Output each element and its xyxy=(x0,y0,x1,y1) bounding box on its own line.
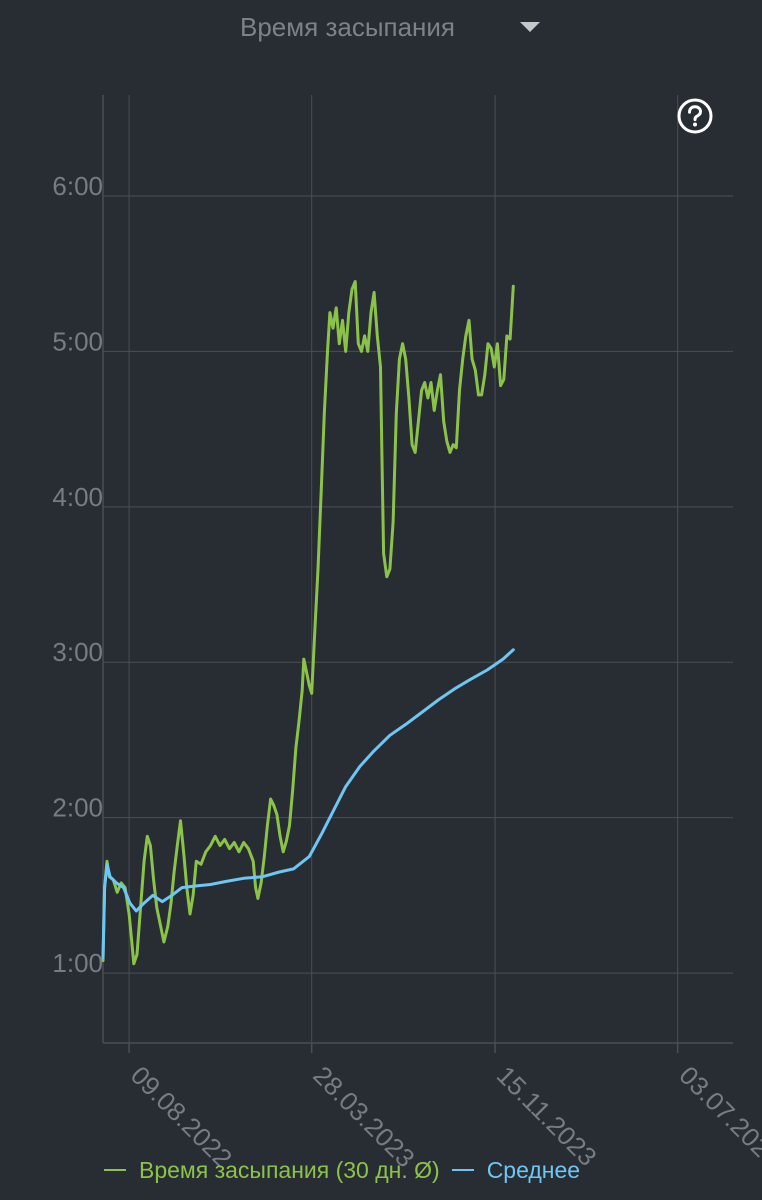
legend-item-sleep-latency[interactable]: Время засыпания (30 дн. Ø) xyxy=(104,1157,440,1184)
legend-label: Время засыпания (30 дн. Ø) xyxy=(139,1156,440,1183)
chart-legend: Время засыпания (30 дн. Ø) Среднее xyxy=(104,1155,580,1185)
legend-swatch xyxy=(451,1169,474,1171)
y-tick-label: 3:00 xyxy=(52,637,103,667)
legend-label: Среднее xyxy=(486,1156,581,1183)
x-tick-label: 03.07.2024 xyxy=(673,1060,762,1173)
y-tick-label: 5:00 xyxy=(52,326,103,356)
chart-header: Время засыпания xyxy=(0,0,762,56)
question-circle-icon[interactable] xyxy=(676,97,714,135)
y-axis-ticks: 1:00 2:00 3:00 4:00 5:00 6:00 xyxy=(52,171,103,978)
y-tick-label: 6:00 xyxy=(52,171,103,201)
legend-item-average[interactable]: Среднее xyxy=(451,1156,581,1184)
y-tick-label: 4:00 xyxy=(52,482,103,512)
y-tick-label: 1:00 xyxy=(52,948,103,978)
series-layer xyxy=(101,280,515,966)
grid-lines xyxy=(102,95,733,1053)
legend-swatch xyxy=(104,1169,126,1171)
y-tick-label: 2:00 xyxy=(52,793,103,823)
series-line-0 xyxy=(101,280,515,966)
series-line-1 xyxy=(101,648,515,959)
chart-title-dropdown[interactable]: Время засыпания xyxy=(240,12,456,42)
caret-down-icon[interactable] xyxy=(520,22,540,32)
